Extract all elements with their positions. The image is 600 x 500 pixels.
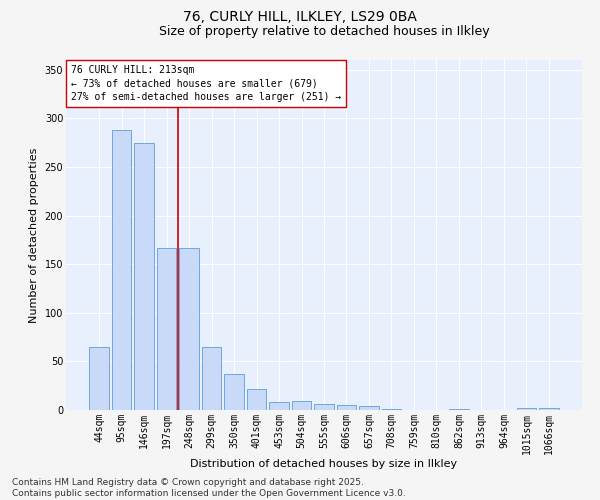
Text: Contains HM Land Registry data © Crown copyright and database right 2025.
Contai: Contains HM Land Registry data © Crown c…	[12, 478, 406, 498]
Bar	[112, 130, 131, 410]
Bar	[134, 142, 154, 410]
Bar	[179, 248, 199, 410]
Y-axis label: Number of detached properties: Number of detached properties	[29, 148, 39, 322]
Bar	[292, 401, 311, 410]
Bar	[157, 248, 176, 410]
Bar	[269, 402, 289, 410]
Bar	[247, 388, 266, 410]
Bar	[382, 409, 401, 410]
Bar	[539, 408, 559, 410]
Bar	[202, 347, 221, 410]
Bar	[337, 405, 356, 410]
Title: Size of property relative to detached houses in Ilkley: Size of property relative to detached ho…	[158, 25, 490, 38]
Bar	[359, 406, 379, 410]
Bar	[224, 374, 244, 410]
Bar	[449, 409, 469, 410]
Text: 76, CURLY HILL, ILKLEY, LS29 0BA: 76, CURLY HILL, ILKLEY, LS29 0BA	[183, 10, 417, 24]
Text: 76 CURLY HILL: 213sqm
← 73% of detached houses are smaller (679)
27% of semi-det: 76 CURLY HILL: 213sqm ← 73% of detached …	[71, 65, 341, 102]
Bar	[89, 347, 109, 410]
Bar	[314, 404, 334, 410]
X-axis label: Distribution of detached houses by size in Ilkley: Distribution of detached houses by size …	[190, 460, 458, 469]
Bar	[517, 408, 536, 410]
